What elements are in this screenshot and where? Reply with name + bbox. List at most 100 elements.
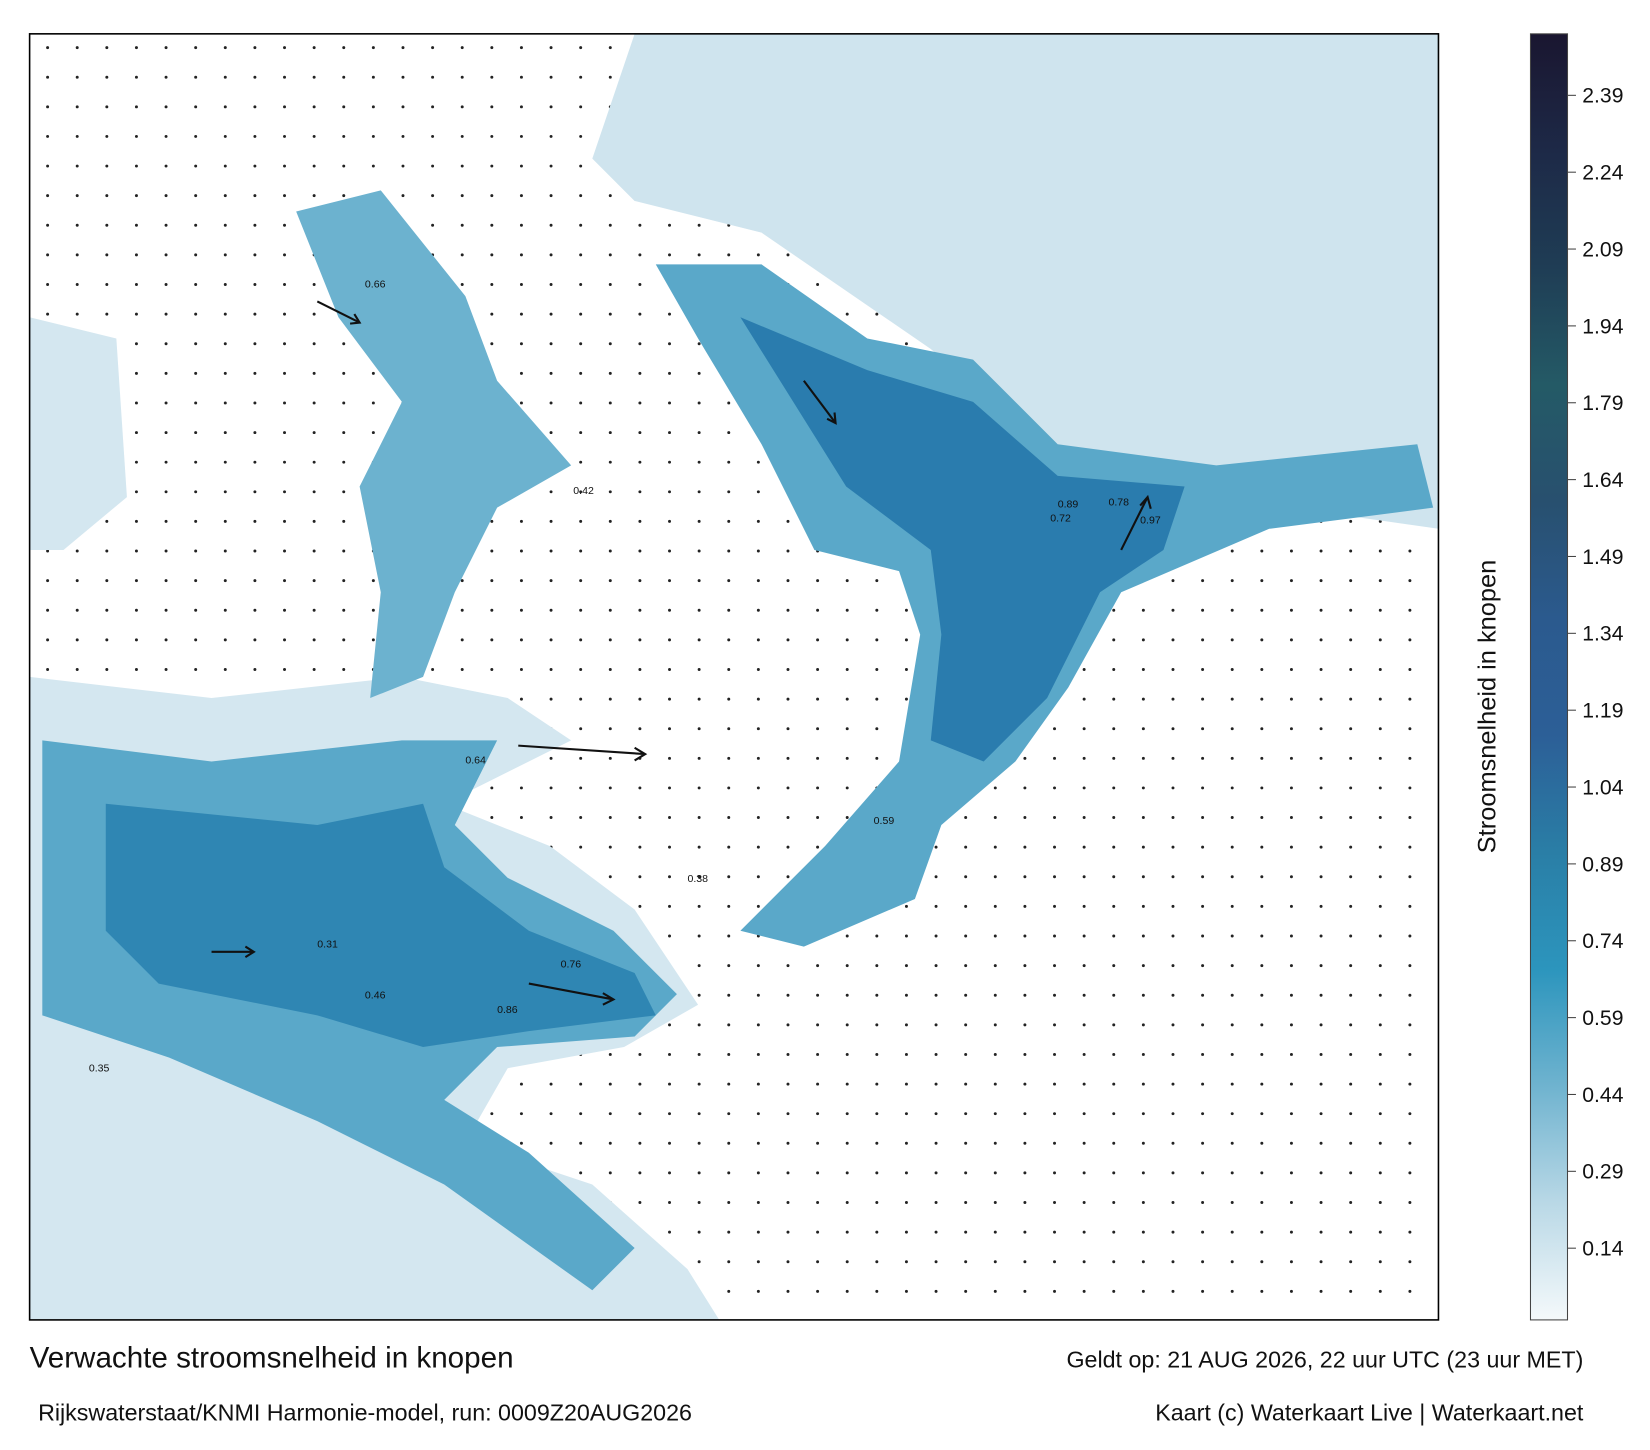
dot (1289, 964, 1293, 968)
dot (342, 667, 346, 671)
dot (1141, 964, 1145, 968)
dot (816, 608, 820, 612)
dot (756, 816, 760, 820)
dot (786, 786, 790, 790)
dot (1378, 519, 1382, 523)
dot (1408, 727, 1412, 731)
dot (993, 934, 997, 938)
dot (579, 638, 583, 642)
arrow (1120, 494, 1152, 551)
dot (105, 134, 109, 138)
dot (253, 253, 257, 257)
dot (1053, 904, 1056, 908)
dot (727, 1201, 731, 1204)
dot (845, 756, 849, 760)
dot (75, 75, 79, 79)
dot (1319, 993, 1323, 997)
dot (549, 667, 553, 671)
dot (1349, 1082, 1353, 1086)
dot (697, 756, 701, 760)
dot (342, 371, 346, 375)
dot (875, 1289, 879, 1293)
dot (371, 46, 375, 50)
dot (1289, 638, 1293, 642)
dot (312, 519, 316, 523)
dot (134, 164, 138, 168)
dot (638, 519, 642, 523)
dot (1023, 1052, 1027, 1056)
dot (75, 549, 79, 553)
dot (490, 75, 494, 79)
dot (875, 993, 879, 997)
dot (993, 1171, 997, 1175)
dot (934, 1289, 938, 1293)
dot (727, 904, 731, 908)
colorbar-tick-label: 2.39 (1582, 85, 1623, 108)
dot (697, 342, 701, 346)
dot (1260, 697, 1264, 701)
dot (1319, 845, 1323, 849)
dot (283, 608, 286, 612)
dot (845, 993, 849, 997)
dot (1141, 1260, 1145, 1264)
dot (756, 845, 760, 849)
dot (608, 579, 612, 583)
dot (1082, 1023, 1086, 1027)
dot (845, 934, 849, 938)
dot (460, 134, 464, 138)
dot (1112, 697, 1116, 701)
dot (519, 371, 523, 375)
dot (223, 667, 227, 671)
dot (608, 638, 612, 642)
dot (1289, 608, 1293, 612)
dot (579, 223, 583, 227)
dot (1378, 993, 1382, 997)
dot (638, 608, 642, 612)
dot (786, 727, 790, 731)
dot (816, 1023, 820, 1027)
dot (1201, 579, 1205, 583)
dot (1378, 579, 1382, 583)
dot (845, 816, 849, 820)
dot (1349, 549, 1353, 553)
dot (1378, 875, 1382, 879)
dot (668, 1171, 671, 1175)
dot (697, 845, 701, 849)
dot (134, 105, 138, 109)
dot (608, 697, 612, 701)
dot (490, 638, 494, 642)
dot (1260, 1289, 1264, 1293)
dot (519, 283, 523, 286)
dot (1230, 549, 1234, 553)
dot (638, 845, 642, 849)
dot (105, 194, 109, 198)
dot (519, 549, 523, 553)
dot (134, 579, 138, 583)
dot (993, 1260, 997, 1264)
dot (1230, 993, 1234, 997)
dot (46, 579, 50, 583)
dot (1260, 993, 1264, 997)
dot (638, 312, 642, 316)
dot (875, 667, 879, 671)
arrow (528, 982, 616, 1006)
dot (786, 638, 790, 642)
dot (164, 371, 168, 375)
dot (490, 579, 494, 583)
dot (1230, 638, 1234, 642)
dot (727, 431, 731, 435)
dot (1141, 845, 1145, 849)
dot (964, 1260, 968, 1264)
dot (431, 667, 435, 671)
dot (105, 579, 109, 583)
dot (519, 164, 523, 168)
dot (1349, 993, 1353, 997)
colorbar-tick-label: 1.79 (1582, 392, 1623, 415)
dot (608, 1112, 612, 1116)
dot (342, 549, 346, 553)
dot (727, 964, 731, 968)
dot (1141, 638, 1145, 642)
dot (1230, 697, 1234, 701)
dot (638, 1171, 642, 1175)
